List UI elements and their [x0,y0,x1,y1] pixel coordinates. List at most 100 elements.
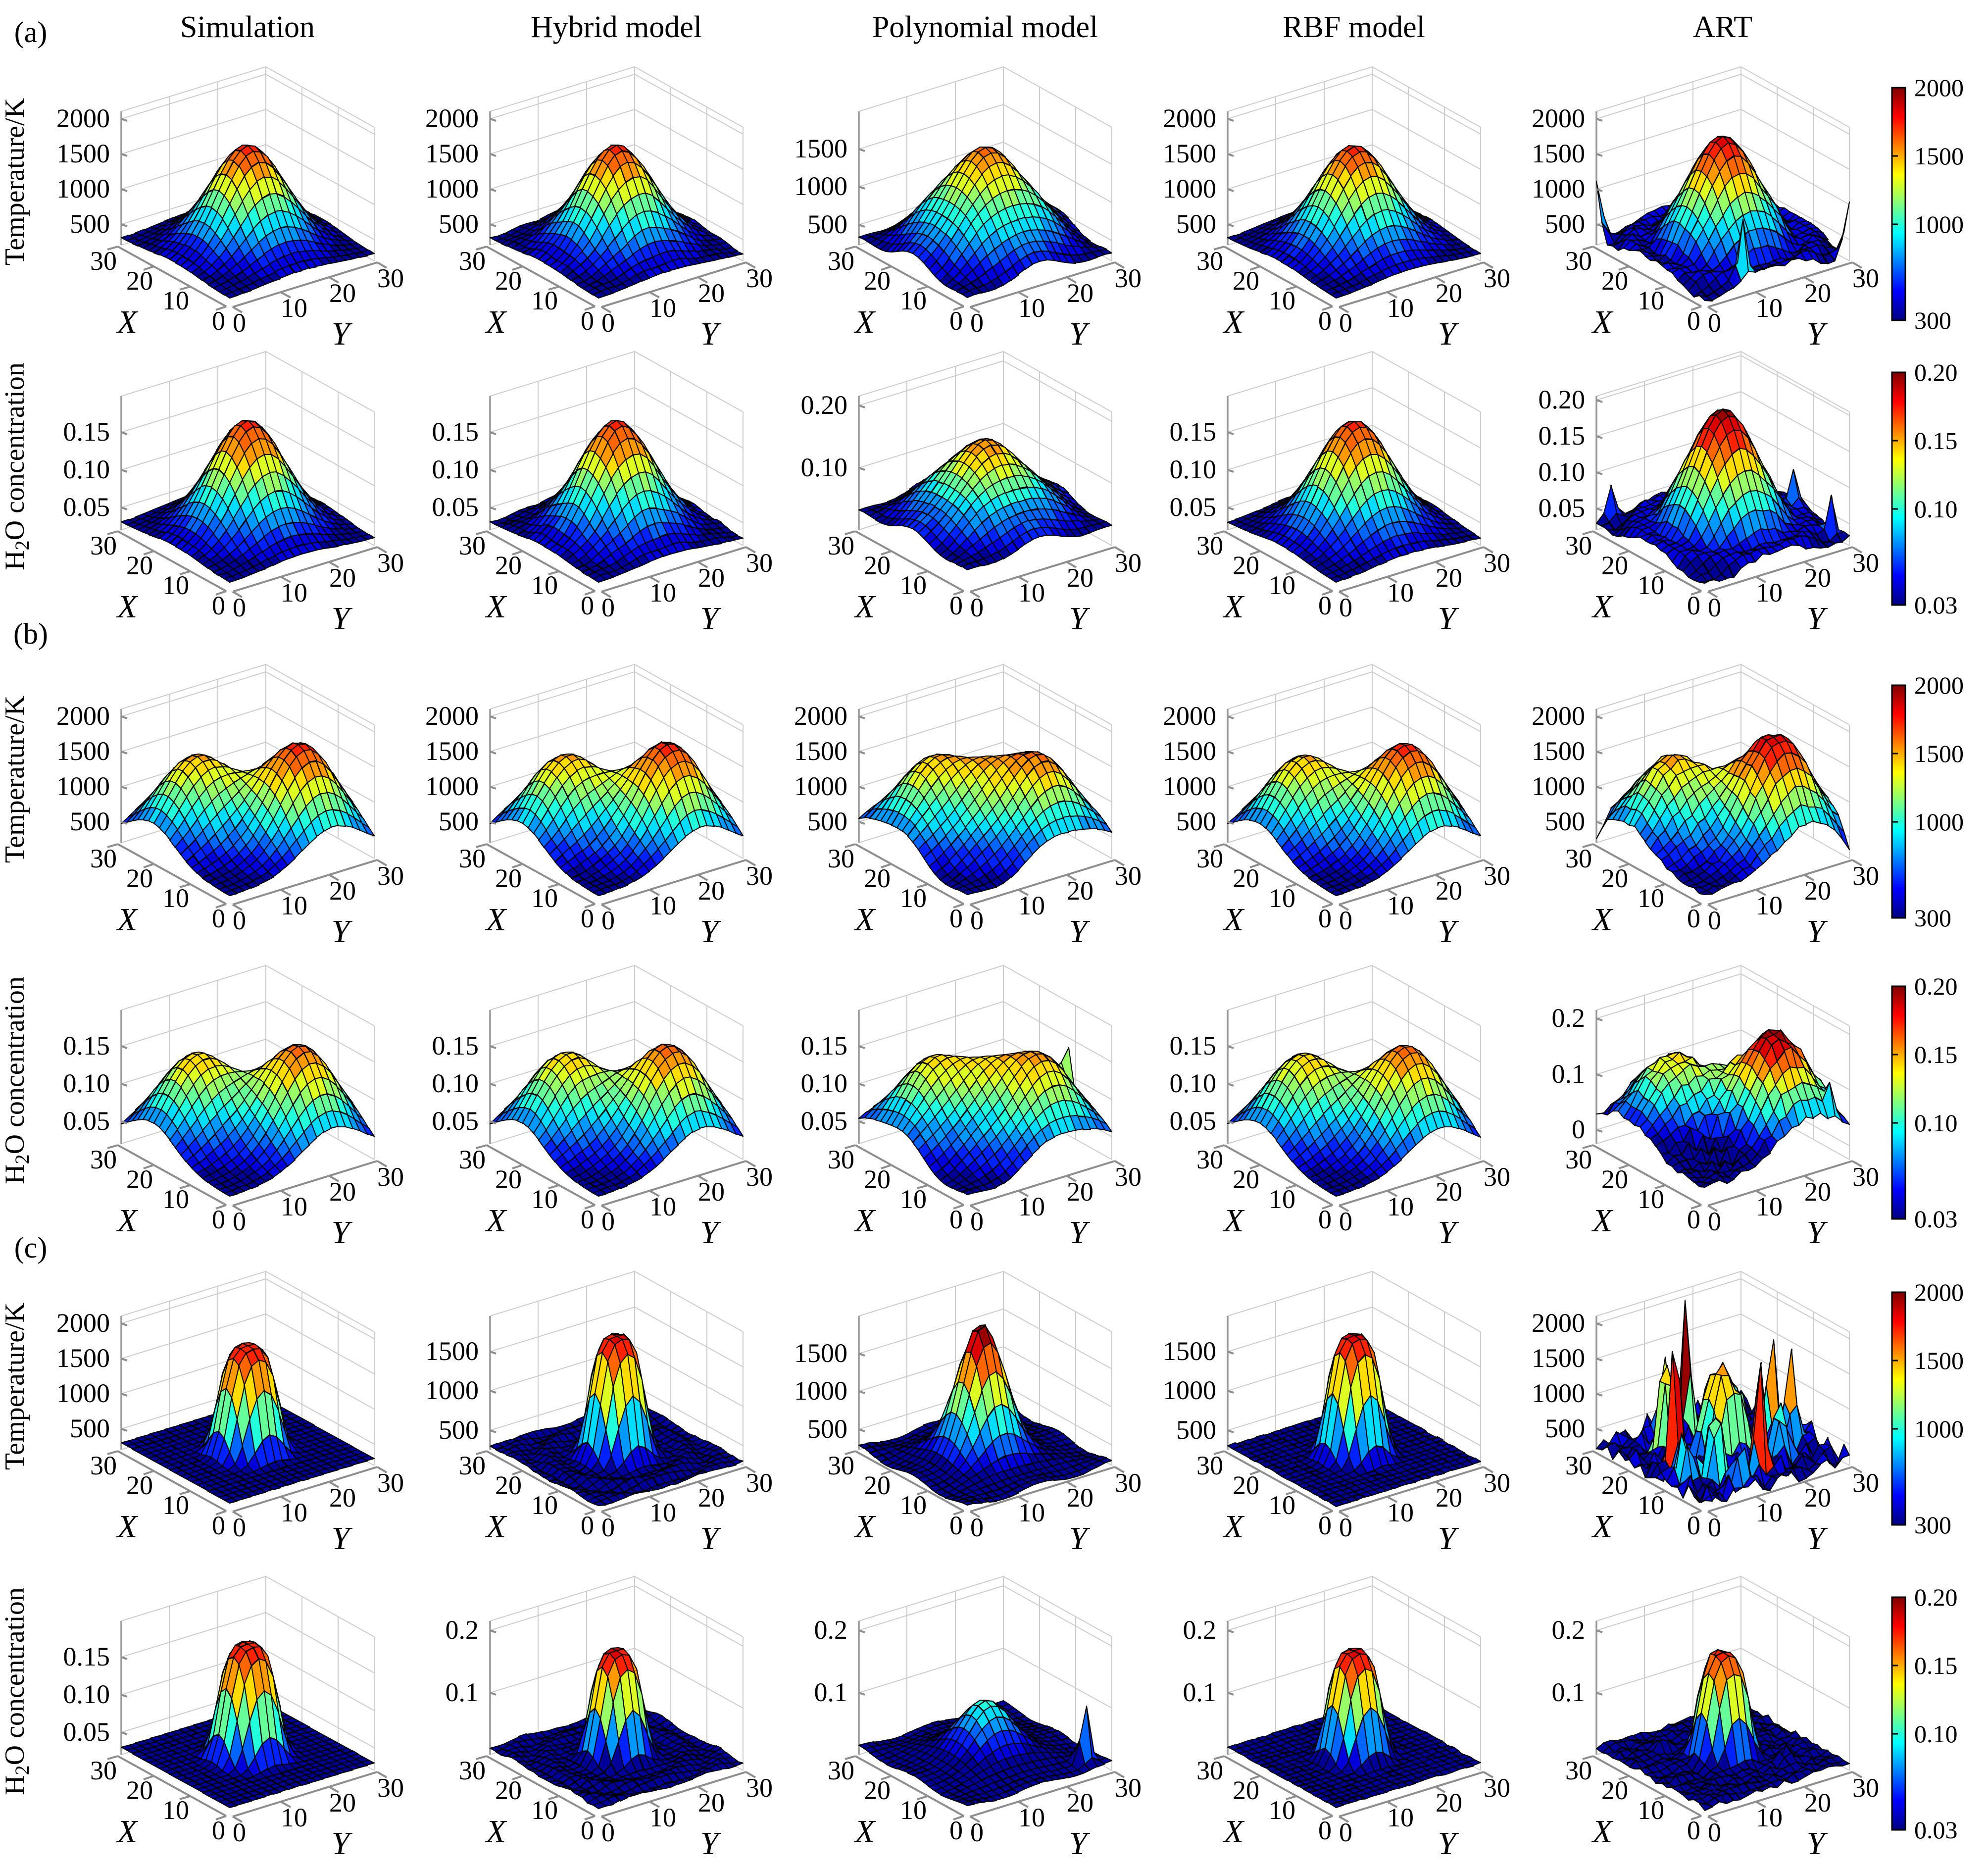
svg-text:10: 10 [900,1490,927,1520]
svg-text:0.15: 0.15 [1539,421,1586,451]
svg-text:20: 20 [1233,863,1259,893]
svg-text:0.10: 0.10 [801,453,848,482]
svg-text:20: 20 [495,1775,522,1805]
svg-text:500: 500 [439,1415,479,1445]
svg-text:10: 10 [1018,1803,1045,1832]
svg-text:0.15: 0.15 [432,1031,479,1060]
svg-text:X: X [853,1814,876,1850]
svg-text:20: 20 [1233,1775,1259,1805]
svg-text:10: 10 [1269,286,1295,315]
svg-text:20: 20 [1067,278,1093,308]
svg-text:20: 20 [1233,1164,1259,1194]
svg-text:30: 30 [746,548,773,578]
svg-text:0: 0 [581,1205,594,1234]
svg-text:20: 20 [698,1788,725,1818]
svg-text:30: 30 [1484,1162,1510,1192]
svg-text:0: 0 [601,906,615,935]
svg-text:0: 0 [212,591,225,620]
svg-text:Y: Y [332,601,353,637]
svg-text:20: 20 [1436,1177,1462,1207]
svg-text:0.15: 0.15 [63,1031,110,1060]
svg-text:10: 10 [162,570,189,600]
svg-text:1500: 1500 [425,1336,479,1366]
svg-text:RBF model: RBF model [1283,10,1425,44]
svg-text:10: 10 [531,1490,558,1520]
svg-text:X: X [853,1509,876,1545]
svg-text:30: 30 [828,1756,854,1785]
svg-text:30: 30 [1484,263,1510,293]
svg-text:30: 30 [1565,1145,1592,1174]
svg-text:Y: Y [1069,316,1091,352]
svg-text:0: 0 [970,1207,984,1236]
svg-text:0.10: 0.10 [63,1068,110,1098]
svg-text:30: 30 [1115,1162,1142,1192]
svg-text:Y: Y [1438,913,1459,950]
svg-text:300: 300 [1914,306,1951,334]
svg-text:0: 0 [970,308,984,338]
svg-text:20: 20 [1601,863,1628,893]
svg-text:2000: 2000 [1914,1278,1964,1306]
svg-text:0.15: 0.15 [1914,427,1958,454]
svg-text:10: 10 [1018,1192,1045,1221]
svg-text:10: 10 [162,1184,189,1214]
svg-text:10: 10 [1638,570,1664,600]
svg-text:0: 0 [1687,904,1700,933]
svg-text:1000: 1000 [1532,1378,1585,1408]
svg-text:10: 10 [281,1803,307,1832]
svg-text:500: 500 [1545,1414,1585,1443]
svg-text:0.20: 0.20 [1914,972,1958,1000]
svg-text:0: 0 [970,906,984,935]
svg-text:0.10: 0.10 [1914,495,1958,523]
svg-text:30: 30 [377,861,404,891]
svg-text:1500: 1500 [1914,740,1964,767]
svg-text:X: X [1591,1814,1614,1850]
svg-text:0.15: 0.15 [63,1642,110,1671]
svg-text:20: 20 [864,266,891,296]
svg-text:30: 30 [1196,1756,1223,1785]
svg-text:Y: Y [700,1520,722,1557]
svg-text:10: 10 [1269,1795,1295,1825]
svg-text:0: 0 [212,1816,225,1845]
svg-text:0: 0 [1339,308,1352,338]
svg-text:0.05: 0.05 [1539,493,1586,523]
svg-text:20: 20 [126,266,153,296]
svg-text:10: 10 [1018,578,1045,607]
svg-text:Temperature/K: Temperature/K [0,696,30,863]
svg-text:0: 0 [1318,306,1332,336]
svg-text:10: 10 [531,286,558,315]
svg-text:20: 20 [1436,563,1462,593]
svg-text:1000: 1000 [1532,771,1585,801]
svg-text:Y: Y [1069,601,1091,637]
svg-text:30: 30 [1484,1468,1510,1498]
svg-text:0: 0 [233,1818,246,1847]
svg-text:30: 30 [1852,1773,1879,1803]
svg-text:500: 500 [1545,807,1585,836]
svg-text:10: 10 [1756,1192,1783,1221]
svg-text:10: 10 [1018,1498,1045,1527]
svg-text:1500: 1500 [1532,736,1585,766]
svg-text:20: 20 [698,563,725,593]
svg-text:X: X [1591,902,1614,938]
svg-text:0: 0 [233,906,246,935]
svg-text:Y: Y [1807,913,1828,950]
svg-text:10: 10 [162,286,189,315]
svg-text:0.03: 0.03 [1914,1205,1958,1233]
svg-text:30: 30 [746,1162,773,1192]
svg-text:0.05: 0.05 [801,1106,848,1136]
svg-text:10: 10 [531,1795,558,1825]
svg-text:20: 20 [1804,563,1831,593]
svg-text:2000: 2000 [56,1308,110,1338]
svg-text:0.15: 0.15 [63,417,110,447]
svg-text:30: 30 [828,1145,854,1174]
svg-text:30: 30 [1565,1756,1592,1785]
svg-text:0.05: 0.05 [432,492,479,522]
svg-text:0: 0 [581,306,594,336]
svg-text:10: 10 [1756,1803,1783,1832]
svg-text:Y: Y [700,1214,722,1251]
svg-text:0: 0 [212,904,225,933]
svg-text:20: 20 [1601,551,1628,580]
svg-text:20: 20 [864,863,891,893]
svg-text:0.1: 0.1 [446,1677,479,1707]
svg-text:20: 20 [698,1177,725,1207]
svg-text:0: 0 [1687,1816,1700,1845]
